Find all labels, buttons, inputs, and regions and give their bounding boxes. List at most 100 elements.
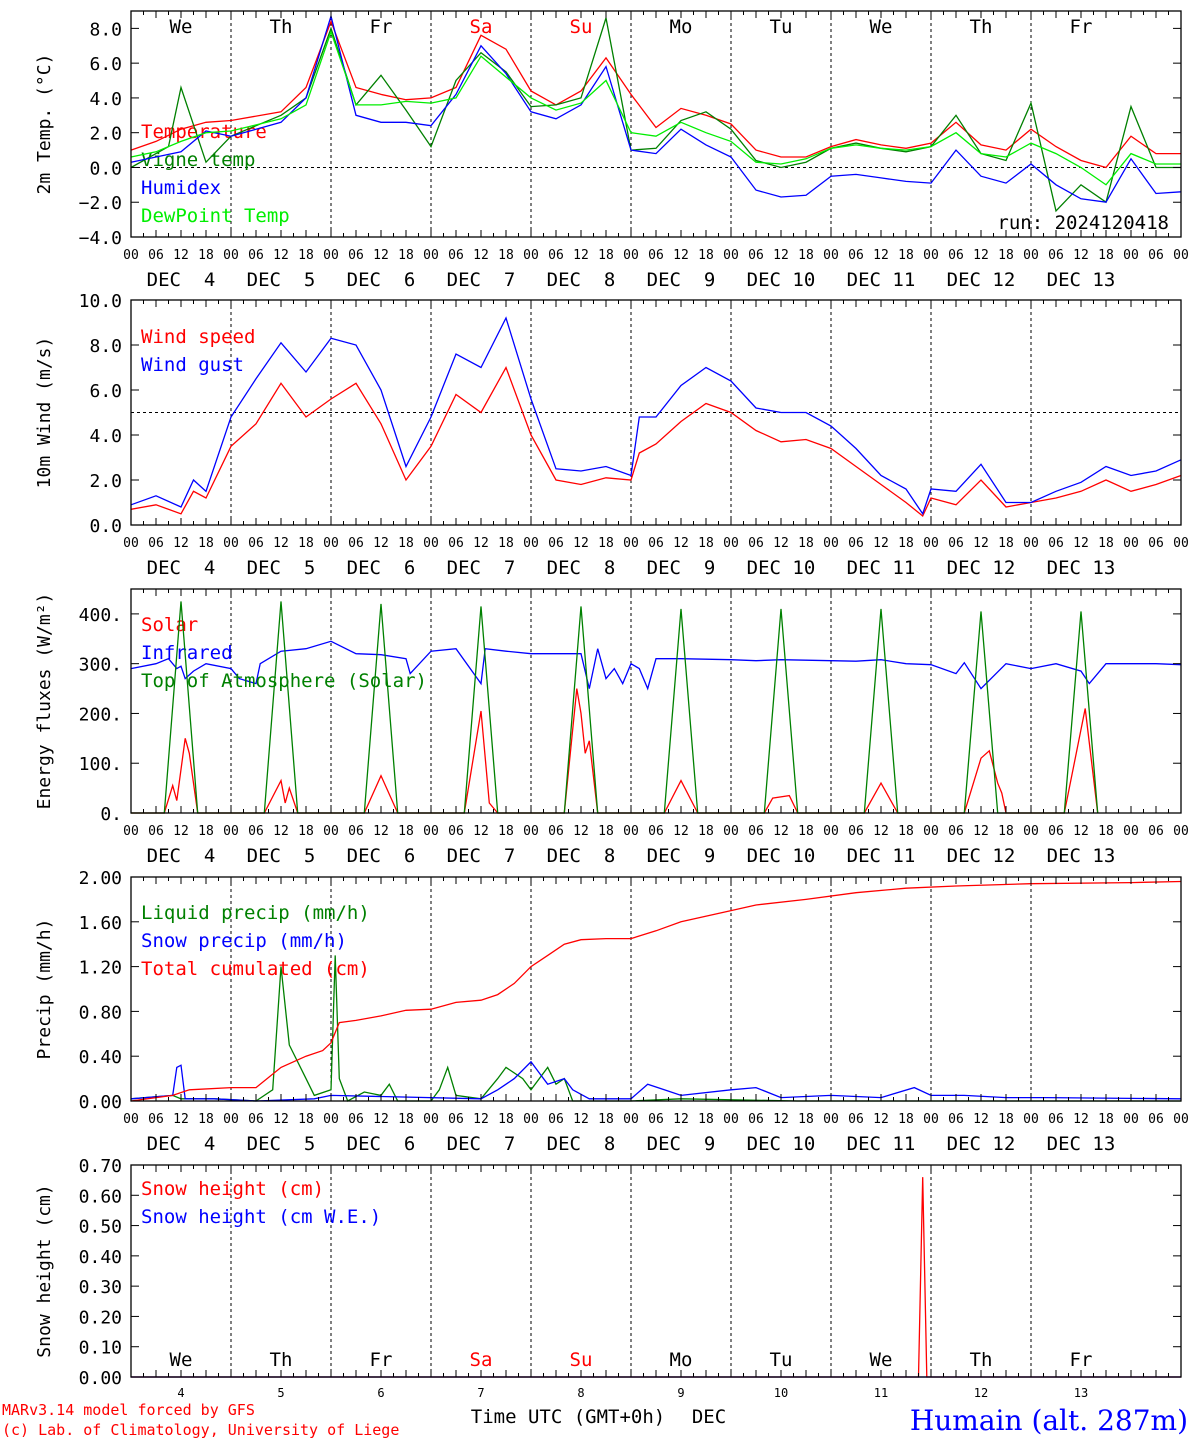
hour-tick-label: 12 [173, 824, 189, 839]
x-axis-label: Time UTC (GMT+0h) [471, 1406, 665, 1428]
hour-tick-label: 06 [348, 824, 364, 839]
hour-tick-label: 00 [1023, 824, 1039, 839]
series-line-wind-speed [130, 365, 1182, 518]
y-tick-label: 0.00 [79, 1368, 122, 1389]
hour-tick-label: 00 [523, 536, 539, 551]
hour-tick-label: 06 [648, 824, 664, 839]
hour-tick-label: 06 [1148, 536, 1164, 551]
weekday-label: Fr [1070, 1349, 1093, 1371]
hour-tick-label: 18 [898, 824, 914, 839]
legend-entry: Top of Atmosphere (Solar) [141, 670, 427, 692]
hour-tick-label: 00 [423, 1112, 439, 1127]
weekday-label: Sa [470, 1349, 493, 1371]
hour-tick-label: 12 [1073, 824, 1089, 839]
hour-tick-label: 00 [423, 248, 439, 263]
hour-tick-label: 00 [423, 824, 439, 839]
y-tick-label: 0.10 [79, 1338, 122, 1359]
hour-tick-label: 00 [1123, 248, 1139, 263]
y-tick-label: 0.0 [89, 516, 122, 537]
hour-tick-label: 18 [698, 248, 714, 263]
hour-tick-label: 00 [923, 248, 939, 263]
date-label: DEC 5 [247, 269, 316, 291]
y-tick-label: 200. [79, 704, 122, 725]
y-axis-label: Snow height (cm) [34, 1184, 55, 1357]
date-label: DEC 4 [147, 1133, 216, 1155]
weekday-label: We [170, 16, 193, 38]
y-tick-label: 0.50 [79, 1217, 122, 1238]
y-tick-label: 2.00 [79, 868, 122, 889]
hour-tick-label: 00 [223, 1112, 239, 1127]
hour-tick-label: 18 [798, 1112, 814, 1127]
weekday-label: Fr [1070, 16, 1093, 38]
hour-tick-label: 00 [1023, 248, 1039, 263]
date-label: DEC 6 [347, 845, 416, 867]
hour-tick-label: 12 [173, 1112, 189, 1127]
legend-entry: Infrared [141, 642, 233, 664]
hour-tick-label: 00 [323, 1112, 339, 1127]
date-label: DEC 8 [547, 845, 616, 867]
hour-tick-label: 18 [798, 824, 814, 839]
y-tick-label: 1.60 [79, 913, 122, 934]
y-tick-label: 0.40 [79, 1247, 122, 1268]
date-label: DEC 5 [247, 1133, 316, 1155]
hour-tick-label: 18 [298, 1112, 314, 1127]
hour-tick-label: 12 [373, 248, 389, 263]
date-label: DEC 7 [447, 1133, 516, 1155]
date-label: DEC 9 [647, 845, 716, 867]
hour-tick-label: 18 [498, 536, 514, 551]
hour-tick-label: 18 [498, 824, 514, 839]
hour-tick-label: 00 [1123, 536, 1139, 551]
date-label: DEC 12 [947, 557, 1016, 579]
hour-tick-label: 12 [1073, 1112, 1089, 1127]
hour-tick-label: 06 [1048, 824, 1064, 839]
hour-tick-label: 06 [748, 248, 764, 263]
date-label: DEC 8 [547, 1133, 616, 1155]
hour-tick-label: 18 [798, 248, 814, 263]
legend-entry: Vigne temp [141, 149, 255, 171]
hour-tick-label: 00 [1173, 248, 1189, 263]
hour-tick-label: 18 [598, 536, 614, 551]
hour-tick-label: 00 [223, 536, 239, 551]
series-line-snow-precip-mm-h- [130, 1060, 1182, 1102]
hour-tick-label: 18 [398, 248, 414, 263]
date-label: DEC 10 [747, 845, 816, 867]
date-label: DEC 11 [847, 845, 916, 867]
day-number-label: 7 [477, 1386, 484, 1400]
date-label: DEC 7 [447, 557, 516, 579]
hour-tick-label: 12 [573, 824, 589, 839]
hour-tick-label: 00 [1123, 1112, 1139, 1127]
weekday-label: Su [570, 16, 593, 38]
hour-tick-label: 12 [773, 248, 789, 263]
hour-tick-label: 06 [448, 824, 464, 839]
y-tick-label: 10.0 [79, 291, 122, 312]
hour-tick-label: 00 [1173, 824, 1189, 839]
weekday-label: Fr [370, 16, 393, 38]
hour-tick-label: 00 [123, 1112, 139, 1127]
hour-tick-label: 18 [698, 824, 714, 839]
series-line-temperature [130, 19, 1181, 169]
hour-tick-label: 00 [323, 536, 339, 551]
hour-tick-label: 18 [898, 536, 914, 551]
model-credit: MARv3.14 model forced by GFS [2, 1401, 255, 1419]
series-line-humidex [130, 13, 1182, 203]
y-tick-label: 0.0 [89, 158, 122, 179]
hour-tick-label: 00 [1023, 536, 1039, 551]
hour-tick-label: 12 [673, 1112, 689, 1127]
series-line-top-of-atmosphere-solar- [131, 601, 1099, 814]
hour-tick-label: 12 [973, 536, 989, 551]
hour-tick-label: 18 [698, 1112, 714, 1127]
plot-frame [130, 10, 1182, 238]
date-label: DEC 4 [147, 269, 216, 291]
hour-tick-label: 18 [998, 1112, 1014, 1127]
hour-tick-label: 18 [998, 248, 1014, 263]
hour-tick-label: 06 [448, 1112, 464, 1127]
hour-tick-label: 18 [198, 248, 214, 263]
hour-tick-label: 12 [373, 536, 389, 551]
hour-tick-label: 06 [448, 248, 464, 263]
hour-tick-label: 06 [548, 1112, 564, 1127]
hour-tick-label: 00 [523, 824, 539, 839]
hour-tick-label: 06 [148, 248, 164, 263]
panel-2: Wind speed Wind gust 0.0 2.0 4.0 6.0 8.0 10.0 10… [34, 291, 1189, 579]
date-label: DEC 9 [647, 557, 716, 579]
